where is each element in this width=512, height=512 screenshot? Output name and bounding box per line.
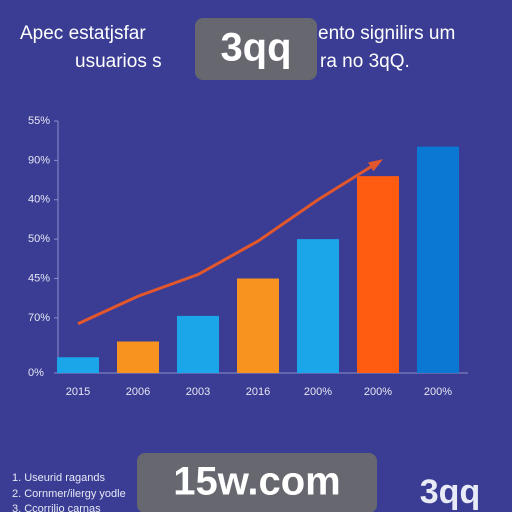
bar: [417, 146, 459, 373]
y-tick-label: 50%: [28, 233, 50, 245]
x-tick-label: 2015: [66, 386, 90, 398]
watermark-box: [195, 18, 317, 80]
bar: [357, 176, 399, 373]
y-tick-label: 45%: [28, 272, 50, 284]
chart-title: ra no 3qQ.: [320, 51, 410, 72]
y-tick-label: 40%: [28, 194, 50, 206]
bar: [237, 278, 279, 373]
y-tick-label: 0%: [28, 367, 44, 379]
x-tick-label: 200%: [304, 386, 332, 398]
legend-item: 1. Useurid ragands: [12, 472, 105, 484]
x-tick-label: 200%: [364, 386, 392, 398]
plot: 0% 70% 45% 50% 40% 90% 55% 2015 2006 2003 2016 200%…: [28, 115, 468, 398]
x-tick-label: 2003: [186, 386, 210, 398]
bar: [177, 315, 219, 373]
bar: [117, 341, 159, 373]
y-tick-label: 90%: [28, 154, 50, 166]
bar: [57, 357, 99, 373]
watermark: 3qq: [220, 26, 291, 70]
chart-title: ento signilirs um: [318, 23, 455, 44]
trend-line: [77, 161, 379, 326]
chart-title: usuarios s: [75, 51, 162, 72]
x-tick-label: 2006: [126, 386, 150, 398]
arrow-head: [368, 159, 384, 172]
legend-item: 3. Ccorrilio carnas: [12, 503, 101, 512]
y-tick-label: 55%: [28, 115, 50, 127]
y-tick-label: 70%: [28, 312, 50, 324]
bar: [297, 239, 339, 373]
watermark-box: [137, 453, 377, 512]
logo: 3qq: [420, 473, 480, 511]
x-tick-label: 2016: [246, 386, 270, 398]
legend-item: 2. Cornmer/ilergy yodle: [12, 488, 126, 500]
chart-title: Apec estatjsfar: [20, 23, 146, 44]
x-tick-label: 200%: [424, 386, 452, 398]
watermark: 15w.com: [173, 460, 340, 504]
